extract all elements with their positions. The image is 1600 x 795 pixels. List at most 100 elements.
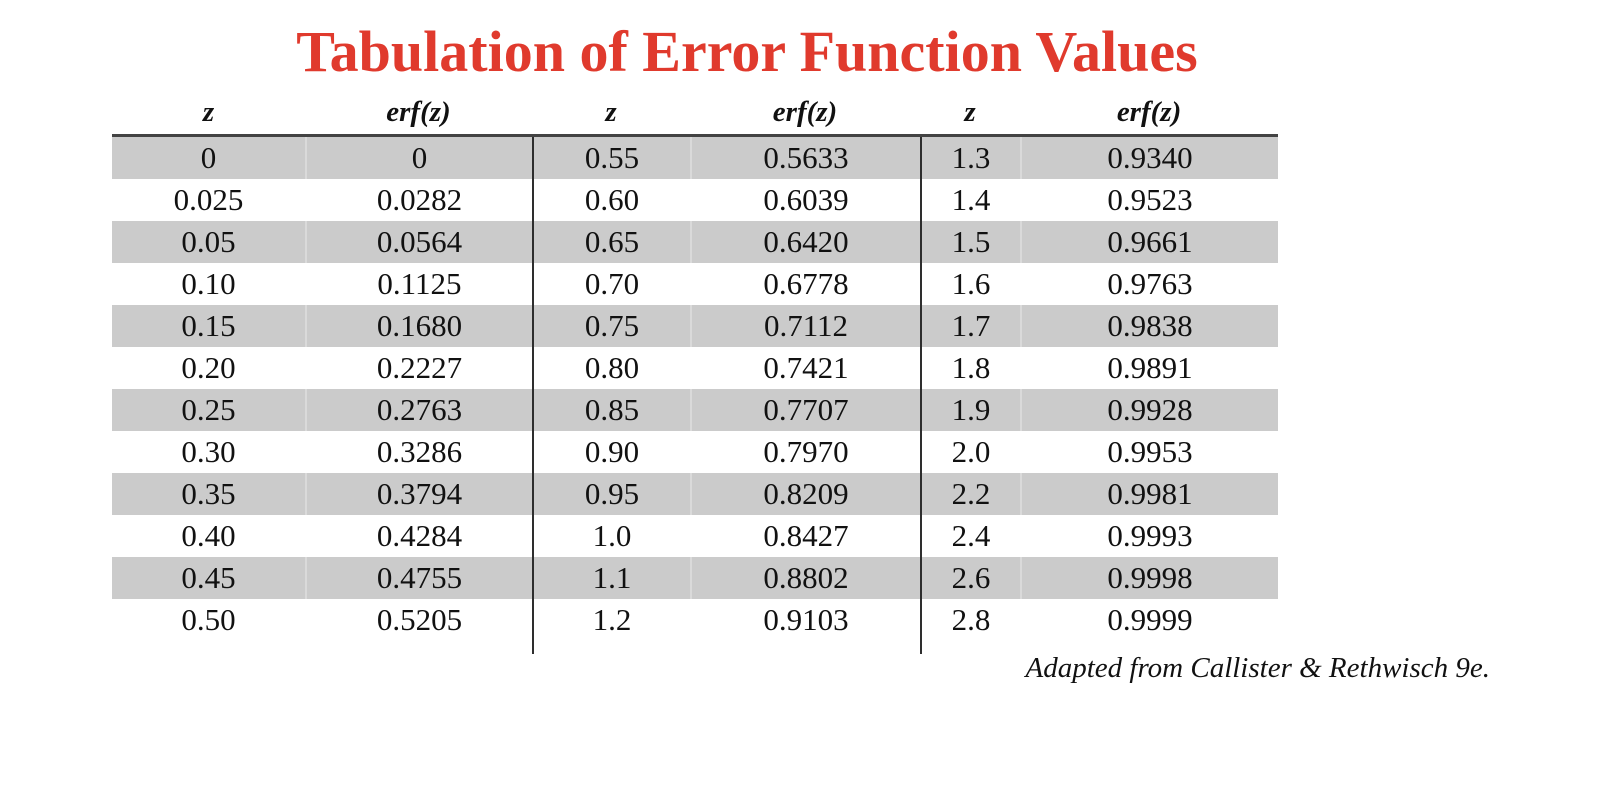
header-cell-erf2: erf(z) (689, 96, 921, 137)
table-cell: 0.0282 (304, 179, 532, 221)
table-cell: 0.8427 (689, 515, 921, 557)
erf-table-body: 0 0 0.55 0.5633 1.3 0.9340 0.025 0.0282 … (112, 137, 1278, 641)
table-cell: 0.4284 (304, 515, 532, 557)
attribution-caption: Adapted from Callister & Rethwisch 9e. (1025, 652, 1491, 684)
table-cell: 0.55 (531, 137, 690, 179)
spacer-cell (112, 641, 305, 654)
header-cell-z3: z (920, 96, 1021, 137)
table-cell: 1.3 (920, 137, 1021, 179)
spacer-cell (920, 641, 1020, 654)
table-cell: 0.95 (531, 473, 690, 515)
table-cell: 0.9953 (1020, 431, 1278, 473)
table-cell: 2.4 (920, 515, 1021, 557)
table-cell: 0.9838 (1020, 305, 1278, 347)
table-cell: 0.20 (112, 347, 305, 389)
table-cell: 0.15 (112, 305, 305, 347)
table-cell: 0.5205 (304, 599, 532, 641)
table-cell: 0.80 (531, 347, 690, 389)
divider-extension-row (112, 641, 1278, 654)
table-cell: 0.60 (531, 179, 690, 221)
table-cell: 1.9 (920, 389, 1021, 431)
erf-table-header-row: z erf(z) z erf(z) z erf(z) (112, 96, 1278, 137)
table-cell: 2.2 (920, 473, 1021, 515)
table-cell: 1.4 (920, 179, 1021, 221)
table-cell: 0 (112, 137, 305, 179)
table-cell: 2.6 (920, 557, 1021, 599)
table-cell: 0.9340 (1020, 137, 1278, 179)
erf-table-container: z erf(z) z erf(z) z erf(z) 0 0 0.55 0.56… (112, 96, 1278, 654)
table-row: 0.35 0.3794 0.95 0.8209 2.2 0.9981 (112, 473, 1278, 515)
table-cell: 0.8209 (689, 473, 921, 515)
table-cell: 0.1680 (304, 305, 532, 347)
table-cell: 0.30 (112, 431, 305, 473)
table-cell: 1.5 (920, 221, 1021, 263)
table-cell: 0.9981 (1020, 473, 1278, 515)
table-cell: 0.50 (112, 599, 305, 641)
table-cell: 0.85 (531, 389, 690, 431)
table-cell: 0.65 (531, 221, 690, 263)
spacer-cell (531, 641, 690, 654)
table-cell: 0.3286 (304, 431, 532, 473)
table-cell: 0.05 (112, 221, 305, 263)
table-row: 0.50 0.5205 1.2 0.9103 2.8 0.9999 (112, 599, 1278, 641)
table-cell: 0.9103 (689, 599, 921, 641)
table-cell: 1.2 (531, 599, 690, 641)
spacer-cell (690, 641, 920, 654)
header-cell-erf3: erf(z) (1020, 96, 1278, 137)
table-row: 0.25 0.2763 0.85 0.7707 1.9 0.9928 (112, 389, 1278, 431)
table-cell: 0.6039 (689, 179, 921, 221)
header-cell-z1: z (112, 96, 305, 137)
table-cell: 0.9928 (1020, 389, 1278, 431)
table-row: 0.20 0.2227 0.80 0.7421 1.8 0.9891 (112, 347, 1278, 389)
table-cell: 0.6778 (689, 263, 921, 305)
table-row: 0.40 0.4284 1.0 0.8427 2.4 0.9993 (112, 515, 1278, 557)
spacer-cell (305, 641, 532, 654)
table-cell: 0.1125 (304, 263, 532, 305)
table-cell: 1.8 (920, 347, 1021, 389)
table-cell: 0.35 (112, 473, 305, 515)
table-cell: 0.10 (112, 263, 305, 305)
header-cell-erf1: erf(z) (304, 96, 532, 137)
table-row: 0 0 0.55 0.5633 1.3 0.9340 (112, 137, 1278, 179)
table-cell: 0.3794 (304, 473, 532, 515)
table-cell: 0.7421 (689, 347, 921, 389)
table-cell: 2.0 (920, 431, 1021, 473)
table-row: 0.05 0.0564 0.65 0.6420 1.5 0.9661 (112, 221, 1278, 263)
table-cell: 0.25 (112, 389, 305, 431)
table-cell: 0.9661 (1020, 221, 1278, 263)
table-cell: 0.8802 (689, 557, 921, 599)
table-cell: 0.90 (531, 431, 690, 473)
table-cell: 0.4755 (304, 557, 532, 599)
table-row: 0.10 0.1125 0.70 0.6778 1.6 0.9763 (112, 263, 1278, 305)
table-cell: 0.40 (112, 515, 305, 557)
table-cell: 0.9891 (1020, 347, 1278, 389)
table-row: 0.15 0.1680 0.75 0.7112 1.7 0.9838 (112, 305, 1278, 347)
table-cell: 0.9523 (1020, 179, 1278, 221)
table-cell: 0.2227 (304, 347, 532, 389)
table-cell: 0.9763 (1020, 263, 1278, 305)
table-row: 0.30 0.3286 0.90 0.7970 2.0 0.9953 (112, 431, 1278, 473)
table-cell: 0.0564 (304, 221, 532, 263)
table-cell: 0.5633 (689, 137, 921, 179)
page-title: Tabulation of Error Function Values (296, 19, 1198, 84)
table-cell: 0.9998 (1020, 557, 1278, 599)
table-row: 0.45 0.4755 1.1 0.8802 2.6 0.9998 (112, 557, 1278, 599)
table-cell: 0.6420 (689, 221, 921, 263)
table-cell: 0 (304, 137, 532, 179)
table-cell: 0.9999 (1020, 599, 1278, 641)
table-cell: 0.7707 (689, 389, 921, 431)
table-cell: 1.0 (531, 515, 690, 557)
table-cell: 1.7 (920, 305, 1021, 347)
table-row: 0.025 0.0282 0.60 0.6039 1.4 0.9523 (112, 179, 1278, 221)
table-cell: 0.70 (531, 263, 690, 305)
table-cell: 0.7970 (689, 431, 921, 473)
table-cell: 0.75 (531, 305, 690, 347)
table-cell: 0.7112 (689, 305, 921, 347)
table-cell: 1.6 (920, 263, 1021, 305)
table-cell: 0.025 (112, 179, 305, 221)
table-cell: 1.1 (531, 557, 690, 599)
table-cell: 0.45 (112, 557, 305, 599)
header-cell-z2: z (531, 96, 690, 137)
table-cell: 0.2763 (304, 389, 532, 431)
